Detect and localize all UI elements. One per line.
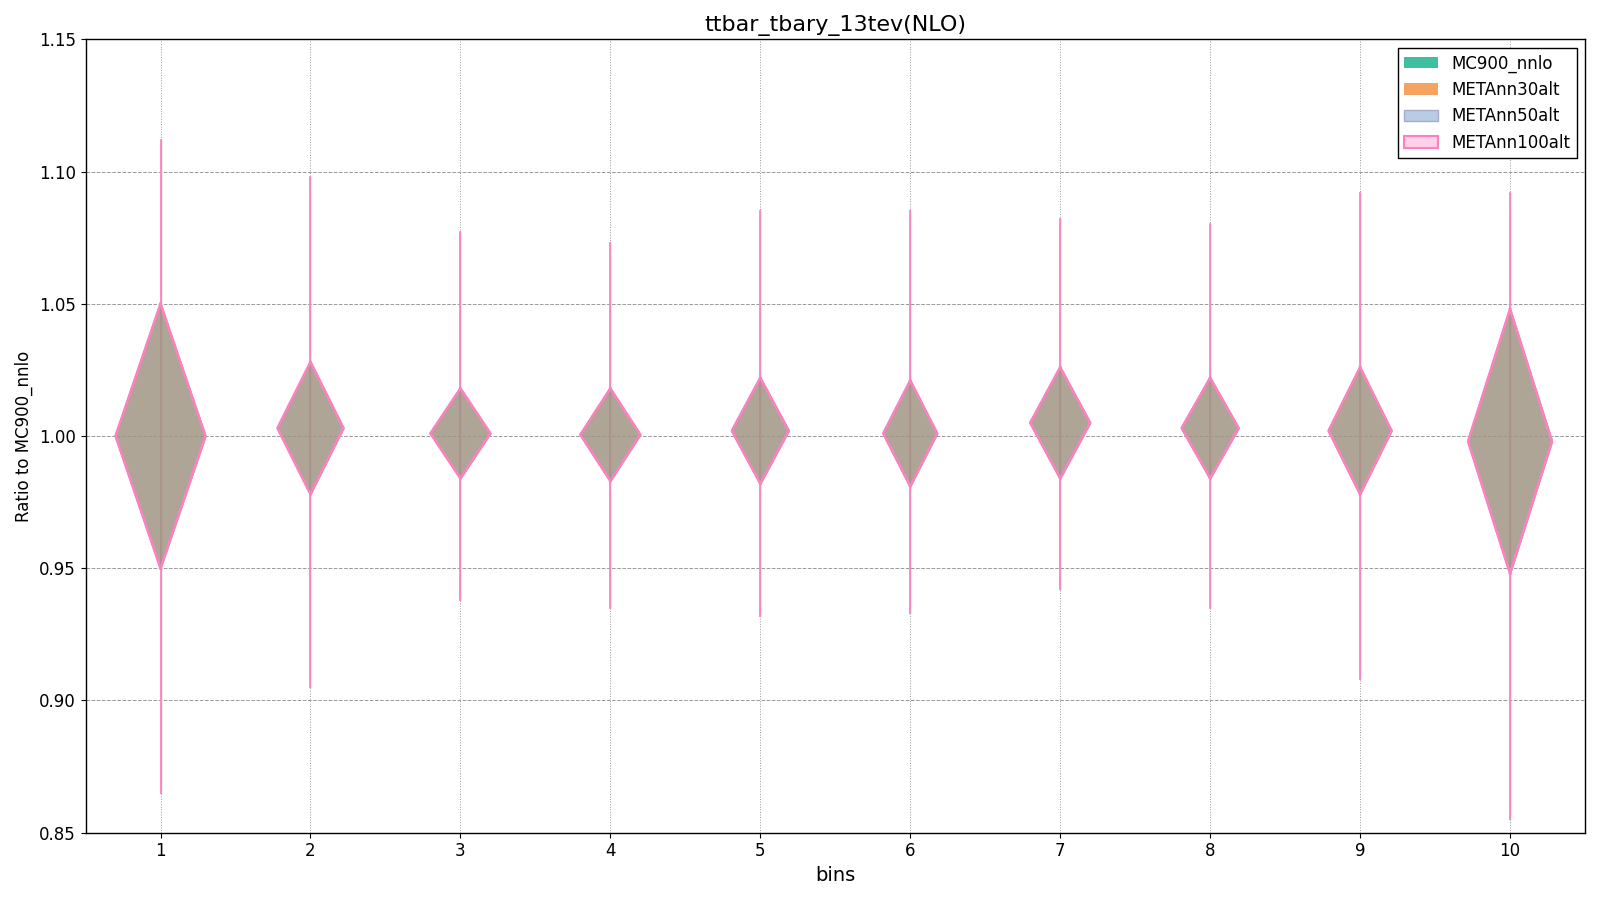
Legend: MC900_nnlo, METAnn30alt, METAnn50alt, METAnn100alt: MC900_nnlo, METAnn30alt, METAnn50alt, ME…	[1398, 48, 1576, 158]
Title: ttbar_tbary_13tev(NLO): ttbar_tbary_13tev(NLO)	[704, 15, 966, 36]
Y-axis label: Ratio to MC900_nnlo: Ratio to MC900_nnlo	[14, 350, 34, 522]
X-axis label: bins: bins	[814, 866, 856, 885]
